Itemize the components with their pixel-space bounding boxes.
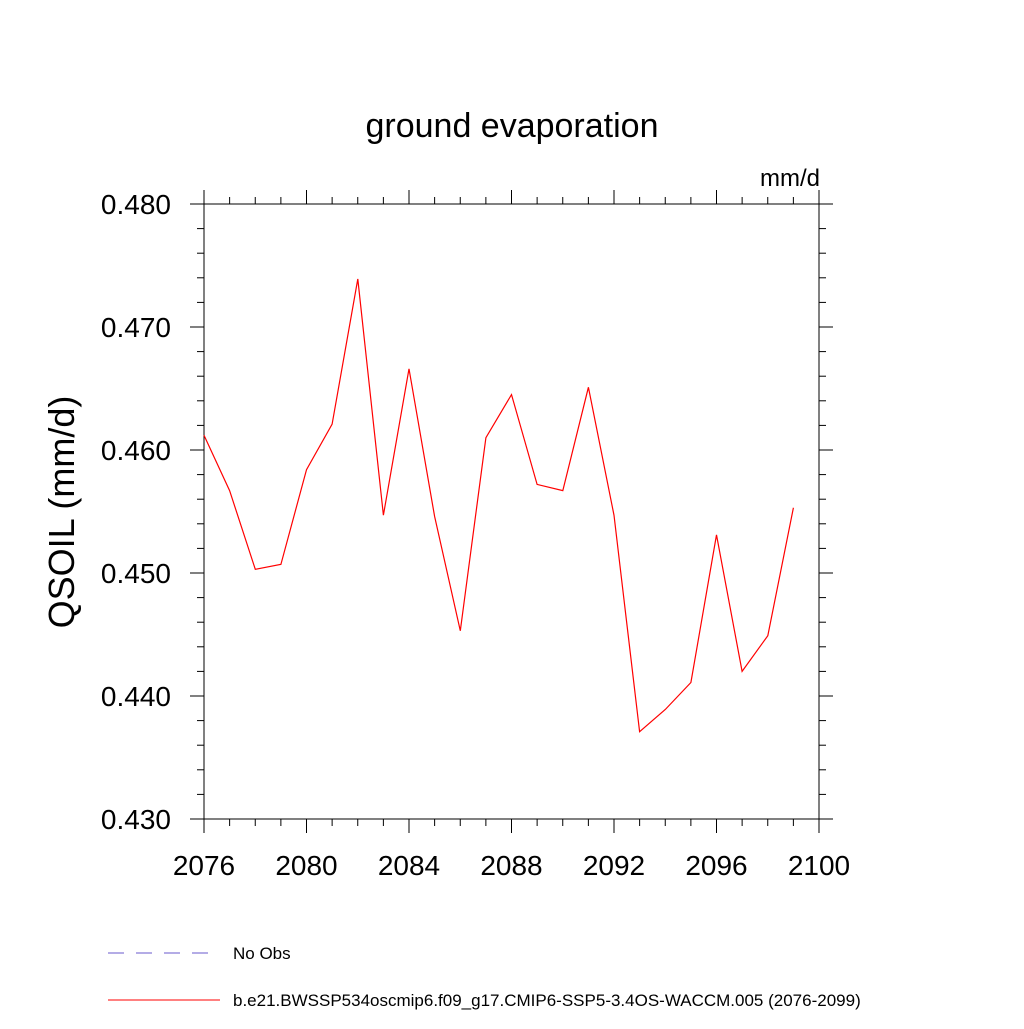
y-tick-label: 0.440 [101,681,171,712]
plot-frame [203,203,820,820]
x-tick-label: 2080 [275,850,337,881]
axis-ticks: 2076 2080 2084 2088 2092 2096 2100 0.430 0.440 0.… [101,189,850,881]
chart-title: ground evaporation [365,107,658,145]
y-tick-label: 0.450 [101,558,171,589]
x-tick-label: 2076 [173,850,235,881]
x-tick-label: 2088 [480,850,542,881]
y-tick-label: 0.460 [101,435,171,466]
series-line-0 [203,278,794,733]
x-tick-label: 2092 [583,850,645,881]
x-tick-label: 2096 [685,850,747,881]
legend-label-0: No Obs [233,944,291,963]
legend: No Obs b.e21.BWSSP534oscmip6.f09_g17.CMIP… [108,944,861,1010]
y-tick-label: 0.470 [101,312,171,343]
y-axis-label: QSOIL (mm/d) [41,396,82,629]
x-tick-label: 2100 [788,850,850,881]
legend-label-1: b.e21.BWSSP534oscmip6.f09_g17.CMIP6-SSP5… [233,991,861,1010]
y-tick-label: 0.430 [101,804,171,835]
x-tick-label: 2084 [378,850,440,881]
series-layer [203,278,794,733]
units-label: mm/d [760,165,820,192]
y-tick-label: 0.480 [101,189,171,220]
